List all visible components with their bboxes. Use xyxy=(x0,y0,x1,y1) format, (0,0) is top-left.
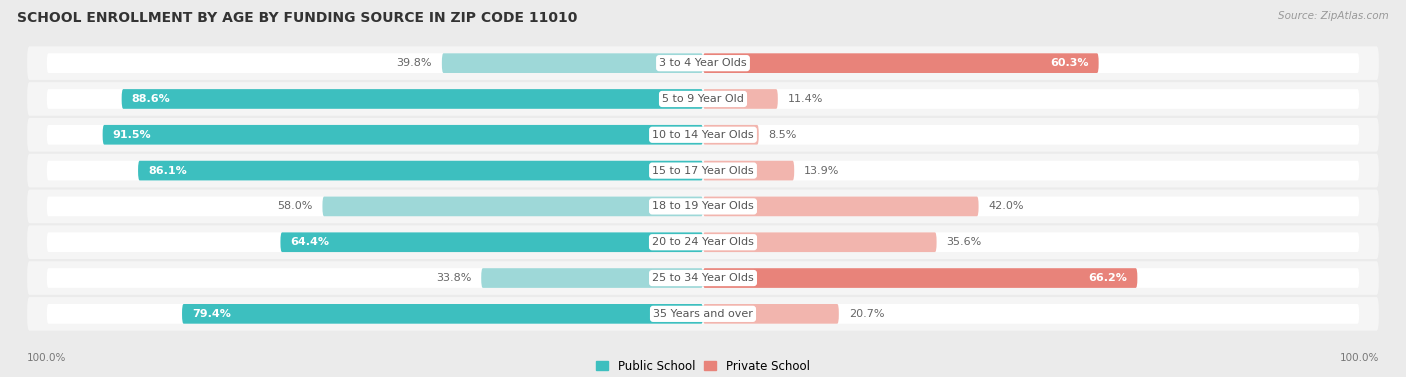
FancyBboxPatch shape xyxy=(46,304,1360,324)
FancyBboxPatch shape xyxy=(138,161,703,181)
Text: 60.3%: 60.3% xyxy=(1050,58,1088,68)
FancyBboxPatch shape xyxy=(46,268,1360,288)
Text: 35.6%: 35.6% xyxy=(946,237,981,247)
FancyBboxPatch shape xyxy=(280,232,703,252)
FancyBboxPatch shape xyxy=(703,89,778,109)
Text: 42.0%: 42.0% xyxy=(988,201,1024,211)
Text: 35 Years and over: 35 Years and over xyxy=(652,309,754,319)
FancyBboxPatch shape xyxy=(27,261,1379,295)
Text: 3 to 4 Year Olds: 3 to 4 Year Olds xyxy=(659,58,747,68)
FancyBboxPatch shape xyxy=(27,118,1379,152)
FancyBboxPatch shape xyxy=(703,161,794,181)
FancyBboxPatch shape xyxy=(46,196,1360,216)
FancyBboxPatch shape xyxy=(441,53,703,73)
Text: 20 to 24 Year Olds: 20 to 24 Year Olds xyxy=(652,237,754,247)
Text: 10 to 14 Year Olds: 10 to 14 Year Olds xyxy=(652,130,754,140)
Text: 11.4%: 11.4% xyxy=(787,94,823,104)
FancyBboxPatch shape xyxy=(46,125,1360,145)
FancyBboxPatch shape xyxy=(122,89,703,109)
FancyBboxPatch shape xyxy=(46,161,1360,181)
FancyBboxPatch shape xyxy=(703,232,936,252)
Text: 8.5%: 8.5% xyxy=(769,130,797,140)
FancyBboxPatch shape xyxy=(46,53,1360,73)
FancyBboxPatch shape xyxy=(703,125,759,145)
Text: 64.4%: 64.4% xyxy=(290,237,329,247)
FancyBboxPatch shape xyxy=(103,125,703,145)
FancyBboxPatch shape xyxy=(27,82,1379,116)
FancyBboxPatch shape xyxy=(46,232,1360,252)
Text: 13.9%: 13.9% xyxy=(804,166,839,176)
FancyBboxPatch shape xyxy=(703,196,979,216)
Text: 66.2%: 66.2% xyxy=(1088,273,1128,283)
Text: 18 to 19 Year Olds: 18 to 19 Year Olds xyxy=(652,201,754,211)
Text: 79.4%: 79.4% xyxy=(191,309,231,319)
Text: 15 to 17 Year Olds: 15 to 17 Year Olds xyxy=(652,166,754,176)
Text: 58.0%: 58.0% xyxy=(277,201,312,211)
Text: 86.1%: 86.1% xyxy=(148,166,187,176)
FancyBboxPatch shape xyxy=(27,225,1379,259)
Text: 88.6%: 88.6% xyxy=(132,94,170,104)
FancyBboxPatch shape xyxy=(703,268,1137,288)
FancyBboxPatch shape xyxy=(46,89,1360,109)
FancyBboxPatch shape xyxy=(322,196,703,216)
Text: 5 to 9 Year Old: 5 to 9 Year Old xyxy=(662,94,744,104)
Legend: Public School, Private School: Public School, Private School xyxy=(592,355,814,377)
Text: 39.8%: 39.8% xyxy=(396,58,432,68)
FancyBboxPatch shape xyxy=(703,304,839,324)
Text: 100.0%: 100.0% xyxy=(27,353,66,363)
Text: 20.7%: 20.7% xyxy=(849,309,884,319)
Text: SCHOOL ENROLLMENT BY AGE BY FUNDING SOURCE IN ZIP CODE 11010: SCHOOL ENROLLMENT BY AGE BY FUNDING SOUR… xyxy=(17,11,578,25)
Text: 100.0%: 100.0% xyxy=(1340,353,1379,363)
FancyBboxPatch shape xyxy=(703,53,1098,73)
Text: 33.8%: 33.8% xyxy=(436,273,471,283)
FancyBboxPatch shape xyxy=(181,304,703,324)
FancyBboxPatch shape xyxy=(27,46,1379,80)
FancyBboxPatch shape xyxy=(27,297,1379,331)
Text: 91.5%: 91.5% xyxy=(112,130,150,140)
FancyBboxPatch shape xyxy=(27,190,1379,223)
FancyBboxPatch shape xyxy=(481,268,703,288)
Text: Source: ZipAtlas.com: Source: ZipAtlas.com xyxy=(1278,11,1389,21)
Text: 25 to 34 Year Olds: 25 to 34 Year Olds xyxy=(652,273,754,283)
FancyBboxPatch shape xyxy=(27,154,1379,187)
